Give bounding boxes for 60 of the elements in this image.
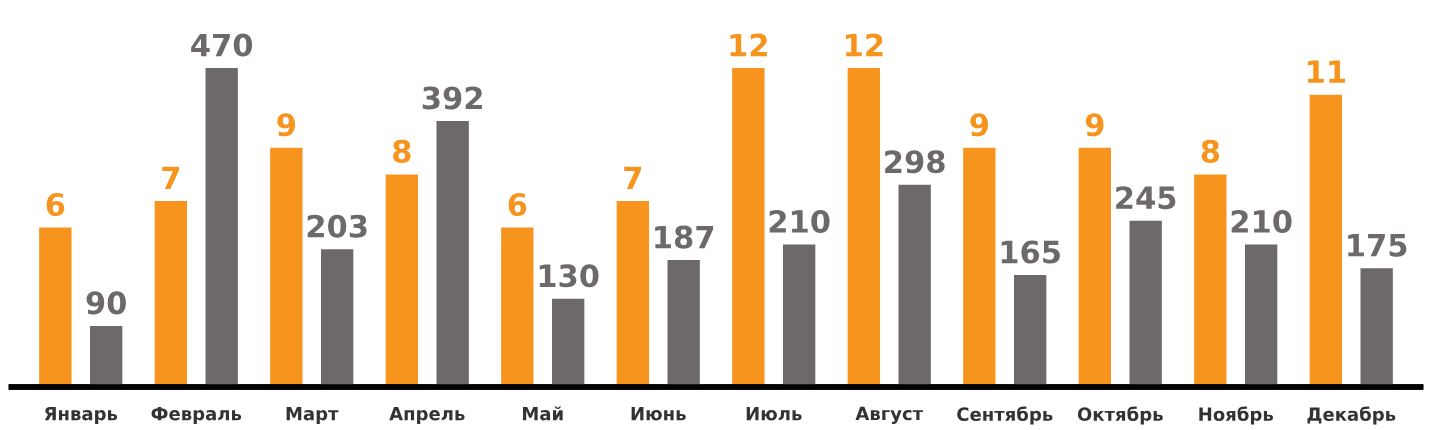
data-label: 203: [307, 214, 367, 238]
data-label: 9: [277, 113, 296, 137]
x-tick-label: Июнь: [631, 407, 686, 421]
data-label: 210: [1231, 209, 1292, 234]
data-label: 7: [624, 166, 642, 190]
bar: [847, 68, 881, 387]
bar: [320, 249, 354, 387]
data-label: 90: [86, 291, 126, 315]
bar: [501, 227, 534, 387]
data-label: 11: [1308, 60, 1345, 83]
bar: [205, 68, 238, 387]
bar: [385, 174, 419, 387]
bar: [154, 200, 188, 387]
bar: [963, 147, 996, 387]
bar: [1309, 94, 1342, 387]
bar: [1129, 220, 1162, 387]
bar: [1078, 147, 1112, 387]
bar: [782, 244, 816, 387]
bar: [551, 298, 585, 387]
data-label: 470: [191, 33, 253, 57]
data-label: 175: [1348, 234, 1407, 257]
bar: [1013, 275, 1047, 387]
data-label: 6: [508, 192, 527, 217]
data-label: 7: [162, 166, 180, 190]
data-label: 210: [769, 209, 830, 234]
bar: [898, 184, 931, 387]
bar: [1194, 174, 1227, 387]
bar: [270, 147, 303, 387]
bar: [732, 68, 765, 387]
x-tick-label: Ноябрь: [1199, 406, 1273, 425]
x-tick-label: Февраль: [151, 407, 242, 424]
x-tick-label: Март: [286, 407, 339, 424]
bar: [616, 200, 650, 387]
data-label: 9: [970, 113, 989, 137]
data-label: 8: [393, 139, 411, 163]
data-label: 392: [422, 86, 482, 110]
data-label: 9: [1085, 113, 1104, 137]
x-tick-label: Апрель: [389, 407, 465, 424]
x-tick-label: Май: [523, 406, 563, 421]
x-tick-label: Январь: [44, 407, 118, 424]
x-tick-label: Август: [855, 406, 924, 424]
data-label: 8: [1201, 139, 1220, 163]
x-tick-label: Сентябрь: [957, 406, 1053, 425]
data-label: 187: [655, 225, 714, 249]
data-label: 165: [1001, 240, 1060, 264]
x-tick-label: Декабрь: [1307, 406, 1396, 425]
bar: [1360, 268, 1393, 387]
data-label: 130: [539, 264, 599, 288]
x-tick-label: Октябрь: [1077, 406, 1163, 425]
bar: [436, 121, 469, 387]
data-label: 298: [885, 150, 945, 174]
data-label: 245: [1116, 186, 1176, 210]
data-label: 12: [730, 33, 767, 57]
bar: [39, 227, 72, 387]
bar: [667, 260, 700, 387]
bar: [90, 325, 123, 387]
x-tick-label: Июль: [746, 407, 802, 421]
data-label: 6: [46, 192, 65, 217]
bar: [1244, 244, 1278, 387]
data-label: 12: [846, 33, 883, 57]
